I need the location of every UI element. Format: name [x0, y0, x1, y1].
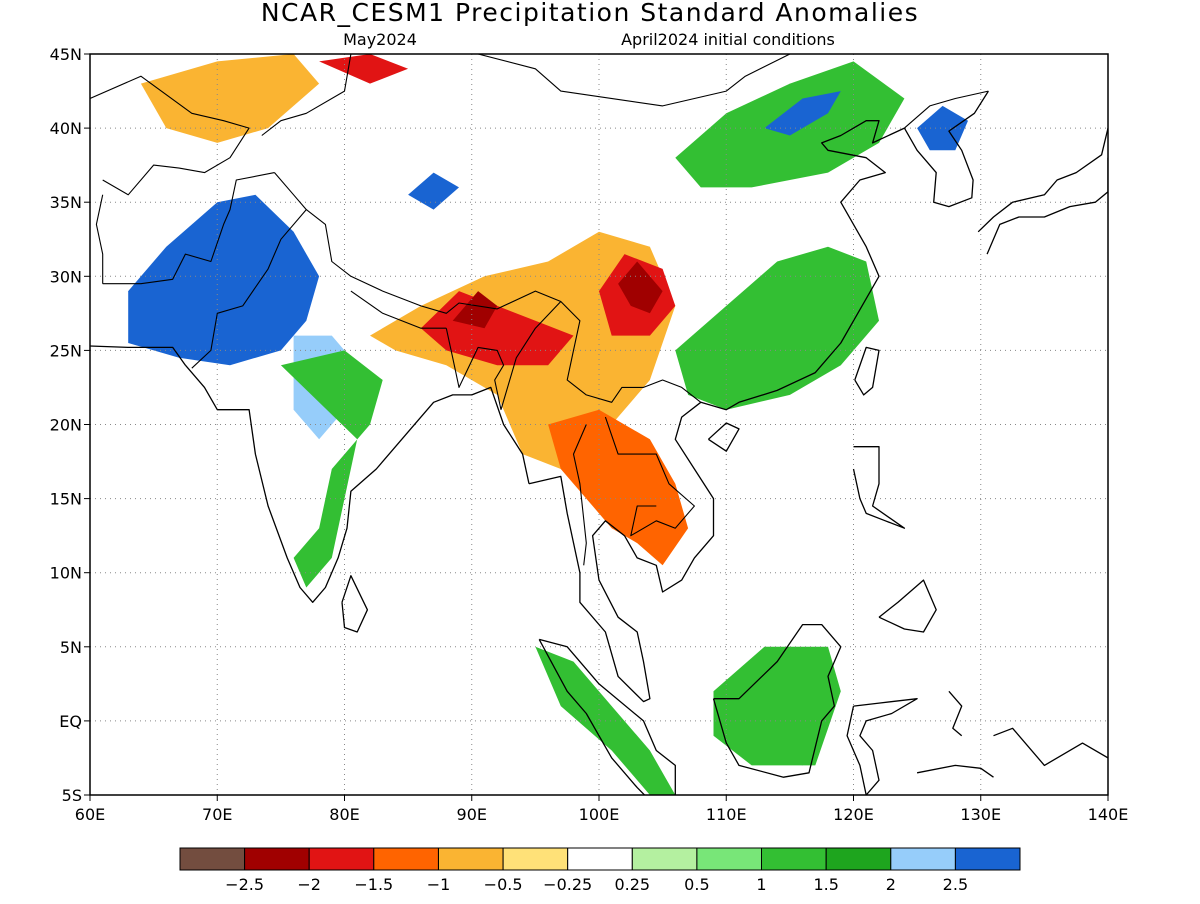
lon-tick-label: 60E: [75, 805, 105, 824]
colorbar-swatch: [308, 847, 375, 871]
target-month-label: May2024: [343, 30, 417, 49]
border-china-kazakh-border: [261, 54, 352, 136]
anomaly-region-mongolia-dry: [319, 54, 409, 84]
coastline-japan-south: [977, 127, 1108, 233]
coastline-arabia-iran-coast: [90, 345, 186, 366]
colorbar-label: −0.25: [543, 875, 592, 894]
colorbar-label: −2: [297, 875, 321, 894]
lat-tick-label: 40N: [50, 119, 82, 138]
lat-tick-label: 15N: [50, 490, 82, 509]
lat-tick-label: 45N: [50, 45, 82, 64]
border-afghanistan-iran-border: [95, 194, 104, 284]
colorbar-label: 2: [886, 875, 896, 894]
colorbar-label: −2.5: [225, 875, 264, 894]
coastline-burma-malay-coast: [528, 120, 905, 703]
border-india-pakistan-border: [191, 172, 307, 369]
anomaly-region-mongolia-wet: [764, 91, 841, 136]
colorbar-swatch: [825, 847, 892, 871]
coastline-taiwan: [854, 346, 880, 396]
lat-tick-label: 25N: [50, 341, 82, 360]
colorbar-label: −1.5: [354, 875, 393, 894]
anomaly-region-himalaya-dry-peak: [452, 291, 498, 329]
init-conditions-label: April2024 initial conditions: [621, 30, 835, 49]
colorbar-swatch: [373, 847, 439, 871]
lon-tick-label: 100E: [579, 805, 620, 824]
colorbar-label: −0.5: [484, 875, 523, 894]
lon-tick-label: 130E: [960, 805, 1001, 824]
colorbar-swatch: [244, 847, 310, 871]
lat-tick-label: 5N: [60, 638, 82, 657]
anomaly-region-south-china-wet: [675, 246, 879, 410]
lat-tick-label: 10N: [50, 564, 82, 583]
border-thai-myanmar-border: [572, 424, 587, 566]
coastline-new-guinea: [993, 727, 1108, 767]
border-central-asia-borders: [90, 75, 250, 196]
border-mainland-se-asia-borders: [604, 416, 695, 537]
coastline-sumatra: [538, 638, 676, 795]
coastline-luzon: [852, 446, 906, 529]
lat-tick-label: EQ: [59, 712, 82, 731]
coastline-korea-coast: [903, 90, 989, 208]
lat-tick-label: 30N: [50, 267, 82, 286]
coastline-sri-lanka: [341, 575, 369, 633]
anomaly-region-indochina-dry: [548, 409, 689, 566]
colorbar-label: 1.5: [813, 875, 838, 894]
anomaly-region-korea-wet: [917, 105, 968, 151]
anomaly-region-central-asia-dry: [140, 54, 320, 143]
colorbar-swatch: [890, 847, 956, 871]
anomaly-region-india-green: [280, 350, 383, 588]
lon-tick-label: 140E: [1088, 805, 1129, 824]
coastline-hainan: [707, 422, 740, 452]
lat-tick-label: 20N: [50, 416, 82, 435]
border-bangladesh-border: [445, 328, 505, 410]
lon-tick-label: 70E: [202, 805, 232, 824]
colorbar-swatch: [954, 847, 1021, 871]
colorbar-label: 0.25: [614, 875, 650, 894]
colorbar-swatch: [179, 847, 246, 871]
colorbar-label: 2.5: [943, 875, 968, 894]
colorbar-swatch: [761, 847, 827, 871]
graticule: [90, 54, 1108, 795]
anomaly-region-yunnan-dry-peak: [618, 261, 663, 314]
anomaly-region-tarim-wet: [408, 172, 459, 210]
latitude-axis: 45N 40N 35N 30N 25N 20N 15N 10N 5N EQ 5S: [50, 45, 90, 805]
lat-tick-label: 35N: [50, 193, 82, 212]
lon-tick-label: 90E: [457, 805, 487, 824]
coastline-timor-seram: [916, 764, 994, 778]
coastline-borneo: [712, 623, 842, 778]
colorbar-swatch: [631, 847, 698, 871]
colorbar-label: −1: [427, 875, 451, 894]
colorbar-swatch: [567, 847, 633, 871]
colorbar-swatch: [438, 847, 504, 871]
colorbar-swatch: [696, 847, 763, 871]
colorbar-label: 0.5: [684, 875, 709, 894]
coastline-japan: [986, 157, 1108, 255]
anomaly-region-pakistan-nw-india-wet: [128, 194, 320, 366]
coastline-mindanao: [878, 579, 937, 633]
figure-title: NCAR_CESM1 Precipitation Standard Anomal…: [261, 0, 919, 27]
lon-tick-label: 80E: [329, 805, 359, 824]
anomaly-field: [128, 54, 968, 795]
longitude-axis: 60E 70E 80E 90E 100E 110E 120E 130E 140E: [75, 795, 1129, 824]
border-nepal-india-border: [350, 290, 447, 329]
anomaly-region-borneo-green: [713, 646, 841, 766]
coastline-halmahera: [948, 690, 963, 737]
coastlines: [90, 54, 1108, 795]
border-china-korea-border: [904, 90, 989, 129]
coastline-india-coast: [184, 364, 530, 603]
coastline-sulawesi: [846, 698, 918, 795]
colorbar: −2.5 −2 −1.5 −1 −0.5 −0.25 0.25 0.5 1 1.5 2 2.5: [179, 847, 1021, 894]
border-pakistan-afghanistan-border: [102, 172, 275, 285]
lon-tick-label: 110E: [706, 805, 747, 824]
lon-tick-label: 120E: [833, 805, 874, 824]
colorbar-swatch: [502, 847, 569, 871]
colorbar-label: 1: [756, 875, 766, 894]
anomaly-region-himalaya-dry-core: [420, 291, 574, 366]
border-china-mongolia-border: [433, 54, 822, 107]
border-myanmar-border: [500, 301, 562, 410]
lat-tick-label: 5S: [62, 786, 82, 805]
